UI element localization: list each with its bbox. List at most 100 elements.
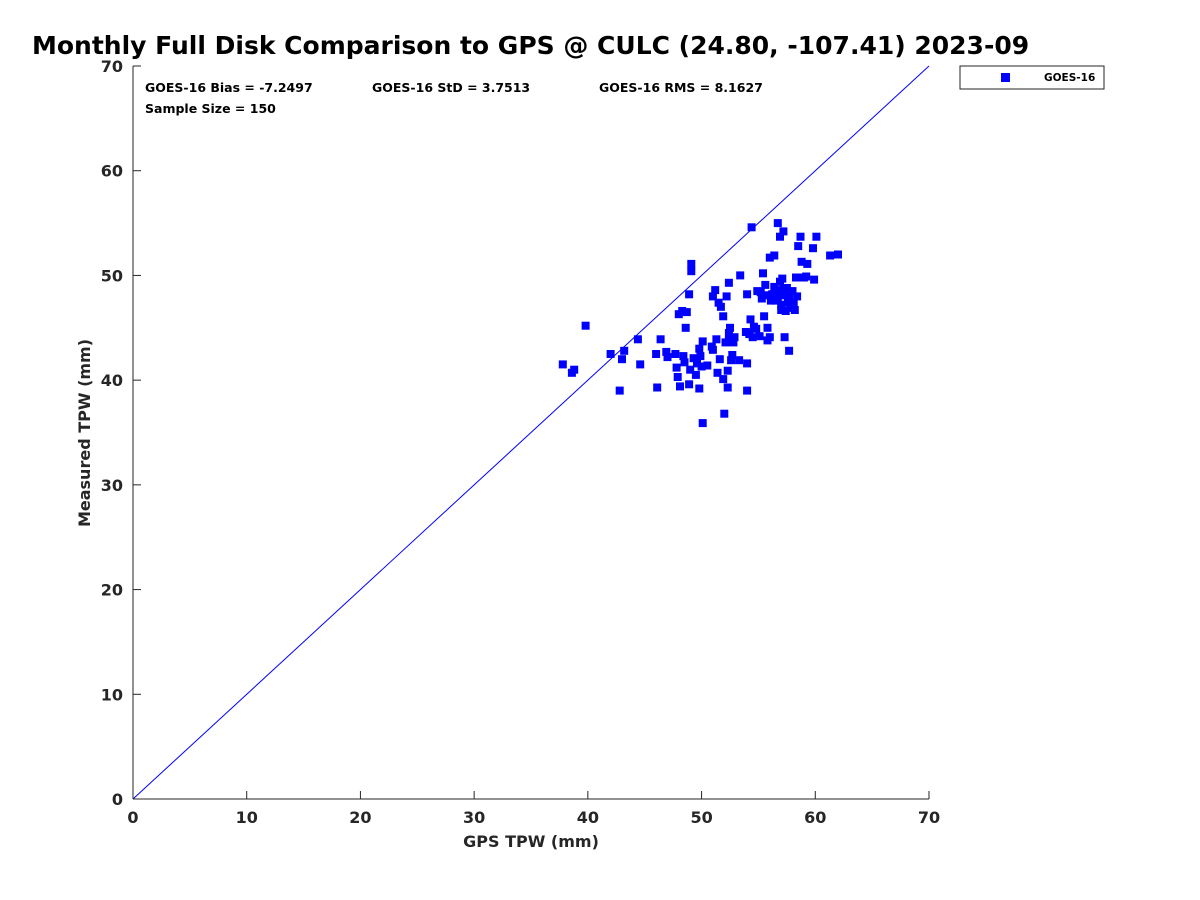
data-point: [802, 272, 811, 281]
data-point: [662, 347, 671, 356]
data-point: [777, 306, 786, 314]
reference-line-layer: [132, 65, 930, 800]
data-point: [797, 257, 806, 266]
x-tick-label: 60: [804, 808, 826, 827]
data-point: [653, 383, 662, 392]
data-point: [687, 267, 696, 276]
data-point: [792, 273, 800, 282]
data-point: [671, 350, 680, 358]
data-point: [636, 360, 645, 369]
data-point: [747, 223, 756, 232]
data-point: [606, 350, 615, 358]
data-point: [796, 232, 805, 241]
data-point: [715, 355, 724, 364]
data-point: [693, 359, 701, 368]
data-point: [743, 386, 752, 395]
data-point: [746, 315, 755, 324]
data-point: [810, 275, 819, 284]
data-point: [724, 278, 733, 287]
legend-marker-square: [1001, 73, 1010, 82]
data-point: [722, 292, 731, 301]
data-point: [685, 380, 694, 389]
data-point: [708, 292, 717, 301]
tick-layer: 0 10 20 30 40 50 60 70 0 10 20 30 40 50 60 70: [101, 57, 940, 827]
data-point: [743, 359, 752, 368]
data-point: [785, 346, 794, 355]
data-point: [755, 332, 764, 341]
data-point: [834, 250, 842, 259]
data-point: [558, 360, 567, 369]
data-point: [689, 354, 698, 363]
data-point: [680, 358, 689, 367]
stat-sample-size: Sample Size = 150: [145, 101, 276, 116]
stat-std: GOES-16 StD = 3.7513: [372, 80, 530, 95]
data-point: [760, 312, 769, 321]
stat-rms: GOES-16 RMS = 8.1627: [599, 80, 763, 95]
data-point: [703, 361, 712, 370]
y-tick-label: 0: [112, 790, 123, 809]
data-point: [743, 290, 752, 299]
data-point: [712, 335, 721, 344]
data-point: [763, 323, 772, 332]
data-point: [711, 286, 720, 295]
data-point: [724, 329, 733, 337]
data-point: [724, 336, 733, 345]
data-point: [781, 307, 790, 315]
data-points-layer: [558, 219, 842, 428]
data-point: [679, 352, 688, 361]
y-tick-label: 30: [101, 476, 123, 495]
data-point: [685, 290, 694, 299]
data-point: [736, 271, 745, 280]
x-tick-label: 40: [577, 808, 599, 827]
data-point: [765, 253, 774, 262]
x-tick-label: 20: [349, 808, 371, 827]
y-tick-label: 70: [101, 57, 123, 76]
data-point: [794, 242, 803, 251]
data-point: [676, 382, 684, 391]
data-point: [773, 219, 782, 228]
y-tick-label: 10: [101, 685, 123, 704]
data-point: [678, 307, 687, 315]
data-point: [696, 352, 705, 361]
data-point: [698, 337, 707, 346]
x-tick-label: 50: [690, 808, 712, 827]
data-point: [748, 333, 757, 342]
data-point: [672, 363, 681, 372]
data-point: [633, 335, 642, 344]
x-tick-label: 0: [127, 808, 138, 827]
x-tick-label: 70: [918, 808, 940, 827]
data-point: [682, 308, 691, 317]
data-point: [803, 259, 812, 268]
data-point: [695, 384, 704, 393]
data-point: [620, 346, 629, 355]
data-point: [762, 291, 771, 300]
y-tick-label: 20: [101, 581, 123, 600]
y-tick-label: 50: [101, 266, 123, 285]
data-point: [756, 288, 765, 297]
data-point: [778, 274, 787, 283]
data-point: [615, 386, 624, 395]
data-point: [735, 356, 744, 365]
data-point: [656, 335, 665, 344]
data-point: [719, 312, 728, 321]
data-point: [698, 419, 707, 428]
data-point: [782, 284, 791, 292]
data-point: [570, 365, 579, 374]
data-point: [759, 269, 767, 278]
data-point: [713, 368, 722, 377]
data-point: [691, 370, 700, 379]
data-point: [774, 290, 783, 299]
data-point: [726, 323, 734, 332]
data-point: [716, 302, 725, 311]
data-point: [761, 280, 770, 289]
y-axis-label: Measured TPW (mm): [75, 339, 94, 527]
data-point: [777, 300, 786, 309]
data-point: [687, 259, 696, 268]
stat-bias: GOES-16 Bias = -7.2497: [145, 80, 313, 95]
data-point: [812, 232, 821, 241]
x-tick-label: 10: [236, 808, 258, 827]
data-point: [697, 362, 706, 371]
data-point: [728, 351, 737, 359]
data-point: [663, 353, 672, 362]
